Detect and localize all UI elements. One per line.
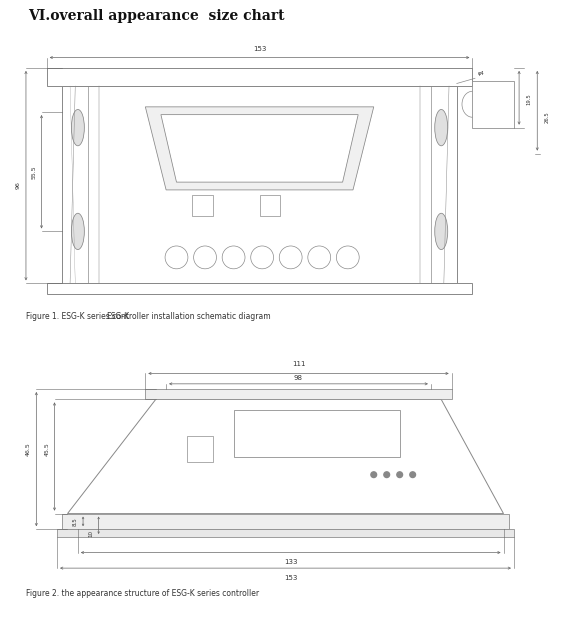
Circle shape bbox=[410, 472, 416, 477]
Text: 45.5: 45.5 bbox=[44, 442, 49, 455]
Bar bbox=[146, 389, 452, 399]
Bar bbox=[47, 68, 472, 86]
Bar bbox=[260, 195, 280, 216]
Text: 8.5: 8.5 bbox=[73, 517, 78, 526]
Bar bbox=[234, 410, 400, 457]
Text: 19.5: 19.5 bbox=[527, 93, 532, 105]
Bar bbox=[62, 514, 509, 529]
Text: 10: 10 bbox=[89, 529, 93, 536]
Ellipse shape bbox=[435, 109, 448, 146]
Polygon shape bbox=[67, 399, 504, 514]
Bar bbox=[47, 283, 472, 294]
Text: 98: 98 bbox=[294, 376, 303, 381]
Bar bbox=[472, 81, 514, 127]
Circle shape bbox=[251, 246, 274, 269]
Circle shape bbox=[194, 246, 216, 269]
Text: 96: 96 bbox=[15, 181, 21, 188]
Text: Figure 1. ESG-K series controller installation schematic diagram: Figure 1. ESG-K series controller instal… bbox=[26, 312, 271, 321]
Circle shape bbox=[279, 246, 302, 269]
Ellipse shape bbox=[71, 109, 85, 146]
Text: φ4: φ4 bbox=[477, 70, 484, 75]
Circle shape bbox=[336, 246, 359, 269]
Circle shape bbox=[308, 246, 331, 269]
Text: Figure 2. the appearance structure of ESG-K series controller: Figure 2. the appearance structure of ES… bbox=[26, 589, 259, 598]
Polygon shape bbox=[146, 107, 374, 190]
Circle shape bbox=[371, 472, 377, 477]
Text: ESG-K: ESG-K bbox=[106, 312, 130, 321]
Text: 153: 153 bbox=[253, 46, 266, 52]
Circle shape bbox=[222, 246, 245, 269]
Text: 111: 111 bbox=[292, 361, 305, 367]
Bar bbox=[57, 529, 514, 537]
Circle shape bbox=[165, 246, 188, 269]
Bar bbox=[187, 436, 213, 462]
Text: 26.5: 26.5 bbox=[545, 111, 550, 123]
Ellipse shape bbox=[71, 214, 85, 249]
Bar bbox=[192, 195, 213, 216]
Text: 55.5: 55.5 bbox=[31, 165, 36, 178]
Ellipse shape bbox=[435, 214, 448, 249]
Circle shape bbox=[384, 472, 389, 477]
Circle shape bbox=[397, 472, 403, 477]
Text: 153: 153 bbox=[284, 575, 297, 581]
Text: 46.5: 46.5 bbox=[26, 442, 31, 455]
Text: VI.overall appearance  size chart: VI.overall appearance size chart bbox=[29, 9, 285, 23]
Text: 133: 133 bbox=[284, 560, 297, 565]
Bar bbox=[62, 86, 457, 283]
Polygon shape bbox=[161, 115, 358, 182]
